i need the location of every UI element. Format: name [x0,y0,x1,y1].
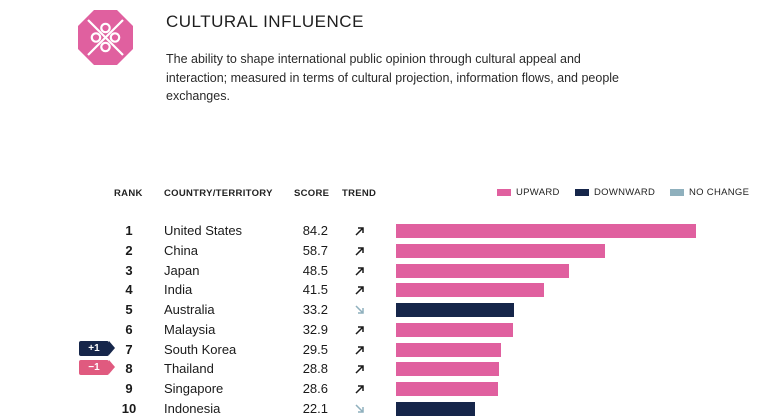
trend-up-arrow-icon [355,385,364,394]
rank-cell: 3 [125,262,133,278]
score-bar [396,243,606,258]
table-row: 9 Singapore 28.6 [0,379,765,399]
score-cell: 29.5 [302,341,328,357]
cultural-influence-icon [78,10,133,65]
score-cell: 33.2 [302,302,328,317]
score-cell: 48.5 [302,262,328,278]
legend-label-downward: DOWNWARD [594,187,656,198]
country-cell: China [164,242,198,258]
country-cell: Japan [164,262,200,278]
table-row: 4 India 41.5 [0,280,765,300]
trend-up-arrow-icon [355,247,364,256]
rank-cell: 8 [125,361,133,377]
table-row: 5 Australia 33.2 [0,300,765,320]
legend-label-no-change: NO CHANGE [689,187,750,198]
rank-cell: 6 [125,321,133,337]
table-row: 2 China 58.7 [0,241,765,261]
table-row: 3 Japan 48.5 [0,261,765,281]
country-cell: Thailand [164,361,214,377]
score-bar [396,362,499,377]
rank-cell: 7 [125,341,133,357]
country-cell: Australia [164,302,215,317]
rank-cell: 2 [125,242,133,258]
rank-change-badge: −1 [79,360,115,376]
legend-swatch-upward [497,189,511,196]
rank-change-badge: +1 [79,340,115,356]
legend-swatch-downward [575,189,589,196]
score-cell: 28.6 [302,381,328,396]
badge-pointer [109,340,115,355]
country-cell: Malaysia [164,321,216,337]
country-cell: United States [164,223,243,238]
score-cell: 58.7 [302,242,328,258]
country-cell: Singapore [164,381,224,396]
score-bar [396,224,696,238]
country-cell: Indonesia [164,400,221,416]
rank-cell: 9 [125,381,133,396]
score-bar [396,263,569,278]
table-row: +1 7 South Korea 29.5 [0,340,765,360]
table-row: 1 United States 84.2 [0,221,765,241]
table-row: 10 Indonesia 22.1 [0,399,765,419]
trend-up-arrow-icon [355,286,364,295]
score-cell: 84.2 [302,223,328,238]
trend-up-arrow-icon [355,266,364,276]
trend-down-arrow-icon [355,404,364,413]
legend-upward: UPWARD [497,187,560,198]
page-title: CULTURAL INFLUENCE [166,12,364,31]
column-header-trend: TREND [342,188,377,199]
legend-label-upward: UPWARD [516,187,560,198]
score-cell: 32.9 [302,321,328,337]
badge-pointer [109,360,115,375]
rank-cell: 4 [125,282,133,298]
score-cell: 22.1 [302,400,328,416]
score-bar [396,283,544,298]
trend-up-arrow-icon [355,326,364,335]
trend-up-arrow-icon [355,365,364,374]
legend-downward: DOWNWARD [575,187,655,198]
trend-down-arrow-icon [355,305,364,314]
rank-cell: 1 [125,223,133,238]
country-cell: India [164,282,193,298]
page-description: The ability to shape international publi… [166,52,620,103]
table-row: 6 Malaysia 32.9 [0,320,765,340]
score-bar [396,401,475,416]
score-bar [396,382,498,396]
legend-no-change: NO CHANGE [670,187,749,198]
rank-cell: 5 [125,302,133,317]
column-header-rank: RANK [114,188,143,199]
column-header-country: COUNTRY/TERRITORY [164,188,273,199]
column-header-score: SCORE [294,188,330,199]
trend-up-arrow-icon [355,227,364,236]
score-cell: 41.5 [302,282,328,298]
table-row: −1 8 Thailand 28.8 [0,359,765,379]
country-cell: South Korea [164,341,237,357]
score-bar [396,322,514,337]
legend-swatch-no-change [670,189,684,196]
score-bar [396,342,502,357]
score-bar [396,303,515,317]
score-cell: 28.8 [302,361,328,377]
trend-up-arrow-icon [355,345,364,355]
rank-cell: 10 [121,400,137,416]
